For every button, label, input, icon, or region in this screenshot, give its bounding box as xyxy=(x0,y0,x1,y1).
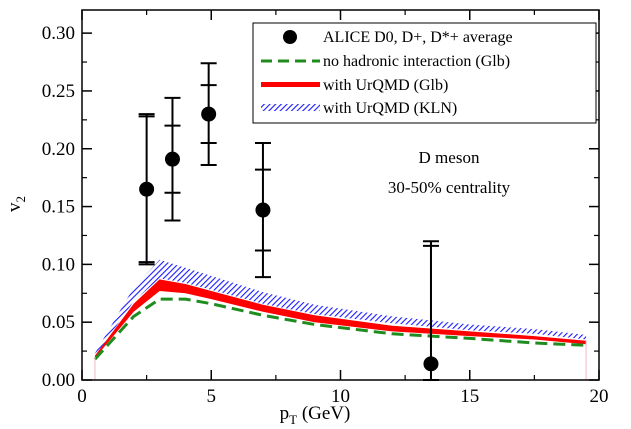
y-tick-label-2: 0.10 xyxy=(42,254,75,275)
x-tick-label-3: 15 xyxy=(460,386,479,407)
annotation-centrality: 30-50% centrality xyxy=(388,178,511,197)
x-tick-label-0: 0 xyxy=(77,386,87,407)
y-tick-label-5: 0.25 xyxy=(42,81,75,102)
model-bands xyxy=(94,259,587,358)
legend-marker-alice xyxy=(283,30,297,44)
model-lines xyxy=(93,297,587,380)
annotation-particle: D meson xyxy=(419,148,480,167)
marker-1 xyxy=(164,151,180,167)
y-axis-label: v2 xyxy=(4,196,28,212)
x-axis-label: pT (GeV) xyxy=(280,403,351,427)
legend-marker-urqmd-glb xyxy=(261,82,320,87)
marker-2 xyxy=(201,106,217,122)
legend-marker-urqmd-kln xyxy=(261,104,320,111)
data-point-0 xyxy=(138,113,155,266)
marker-0 xyxy=(139,181,155,197)
marker-3 xyxy=(255,202,271,218)
x-tick-label-1: 5 xyxy=(207,386,217,407)
legend-label-no-hadronic: no hadronic interaction (Glb) xyxy=(323,53,510,70)
band-urqmd-kln xyxy=(94,259,587,357)
y-tick-label-4: 0.20 xyxy=(42,139,75,160)
y-tick-label-1: 0.05 xyxy=(42,312,75,333)
line-no-hadronic xyxy=(93,297,587,361)
x-tick-label-2: 10 xyxy=(331,386,350,407)
legend-label-urqmd-kln: with UrQMD (KLN) xyxy=(323,100,457,117)
legend-label-urqmd-glb: with UrQMD (Glb) xyxy=(323,77,448,94)
data-point-2 xyxy=(200,62,217,166)
data-point-3 xyxy=(254,141,271,279)
tick-labels: 0 5 10 15 20 0.00 0.05 0.10 0.15 0.20 0.25 0.30 xyxy=(42,23,609,407)
band-urqmd-glb xyxy=(94,279,587,358)
data-points xyxy=(138,62,439,381)
data-point-1 xyxy=(164,96,181,222)
marker-4 xyxy=(423,356,439,372)
legend: ALICE D0, D+, D*+ average no hadronic in… xyxy=(252,22,597,124)
legend-label-alice: ALICE D0, D+, D*+ average xyxy=(323,29,513,46)
y-tick-label-3: 0.15 xyxy=(42,197,75,218)
x-tick-label-4: 20 xyxy=(590,386,609,407)
y-tick-label-0: 0.00 xyxy=(42,370,75,391)
y-tick-label-6: 0.30 xyxy=(42,23,75,44)
data-point-4 xyxy=(422,240,439,381)
